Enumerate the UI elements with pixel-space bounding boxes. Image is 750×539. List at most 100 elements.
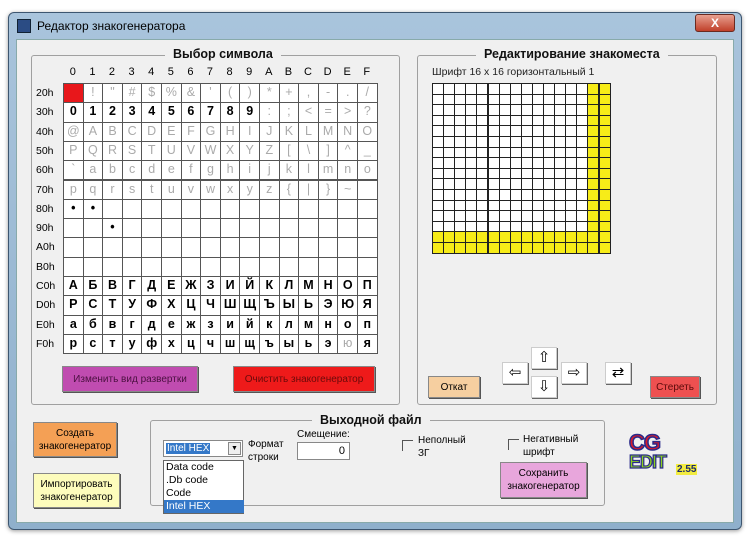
symbol-cell[interactable]: F — [180, 121, 202, 142]
symbol-cell[interactable]: 7 — [200, 102, 221, 123]
symbol-cell[interactable]: ' — [200, 83, 221, 104]
mirror-button[interactable]: ⇄ — [605, 362, 631, 384]
symbol-cell[interactable]: u — [161, 179, 182, 200]
shift-right-button[interactable]: ⇨ — [561, 362, 587, 384]
shift-left-button[interactable]: ⇦ — [502, 362, 528, 384]
symbol-cell[interactable] — [82, 237, 104, 258]
symbol-cell[interactable] — [219, 198, 241, 220]
symbol-cell[interactable] — [121, 256, 143, 277]
symbol-cell[interactable]: } — [317, 179, 339, 200]
symbol-cell[interactable] — [317, 218, 339, 239]
symbol-cell[interactable] — [298, 256, 319, 277]
symbol-cell[interactable]: ) — [239, 83, 260, 104]
symbol-cell[interactable]: D — [141, 121, 162, 142]
symbol-cell[interactable]: у — [121, 333, 143, 355]
close-button[interactable]: X — [695, 14, 735, 32]
symbol-cell[interactable] — [200, 218, 221, 239]
symbol-cell[interactable]: g — [200, 160, 221, 181]
symbol-cell[interactable] — [278, 198, 300, 220]
symbol-cell[interactable] — [337, 198, 358, 220]
symbol-cell[interactable]: ` — [63, 160, 84, 181]
symbol-cell[interactable] — [317, 237, 339, 258]
symbol-cell[interactable] — [259, 218, 280, 239]
symbol-cell[interactable]: 1 — [82, 102, 104, 123]
symbol-cell[interactable]: a — [82, 160, 104, 181]
symbol-cell[interactable] — [317, 256, 339, 277]
chevron-down-icon[interactable]: ▼ — [228, 442, 241, 455]
symbol-cell[interactable]: Я — [357, 295, 378, 316]
symbol-cell[interactable]: б — [82, 314, 104, 335]
symbol-cell[interactable]: э — [317, 333, 339, 355]
symbol-cell[interactable] — [357, 218, 378, 239]
symbol-cell[interactable]: В — [102, 276, 123, 297]
symbol-cell[interactable]: ф — [141, 333, 162, 355]
symbol-cell[interactable]: - — [317, 83, 339, 104]
symbol-cell[interactable]: ? — [357, 102, 378, 123]
symbol-cell[interactable] — [357, 237, 378, 258]
erase-button[interactable]: Стереть — [650, 376, 700, 398]
symbol-cell[interactable] — [180, 198, 202, 220]
symbol-cell[interactable]: И — [219, 276, 241, 297]
symbol-cell[interactable]: с — [82, 333, 104, 355]
symbol-cell[interactable]: к — [259, 314, 280, 335]
symbol-cell[interactable]: М — [298, 276, 319, 297]
symbol-cell[interactable]: j — [259, 160, 280, 181]
symbol-cell[interactable]: J — [259, 121, 280, 142]
symbol-cell[interactable]: o — [357, 160, 378, 181]
symbol-cell[interactable] — [298, 237, 319, 258]
symbol-cell[interactable]: Ы — [278, 295, 300, 316]
symbol-cell[interactable]: й — [239, 314, 260, 335]
symbol-cell[interactable]: _ — [357, 140, 378, 162]
symbol-cell[interactable] — [141, 237, 162, 258]
symbol-cell[interactable] — [200, 256, 221, 277]
symbol-cell[interactable] — [200, 198, 221, 220]
symbol-cell[interactable]: R — [102, 140, 123, 162]
symbol-cell[interactable] — [161, 218, 182, 239]
symbol-cell[interactable]: о — [337, 314, 358, 335]
symbol-cell[interactable]: т — [102, 333, 123, 355]
symbol-cell[interactable]: в — [102, 314, 123, 335]
symbol-cell[interactable]: | — [298, 179, 319, 200]
symbol-cell[interactable]: Ш — [219, 295, 241, 316]
symbol-cell[interactable]: " — [102, 83, 123, 104]
symbol-cell[interactable] — [219, 256, 241, 277]
symbol-cell[interactable] — [298, 198, 319, 220]
symbol-cell[interactable]: д — [141, 314, 162, 335]
symbol-cell[interactable]: M — [317, 121, 339, 142]
symbol-cell[interactable]: ш — [219, 333, 241, 355]
symbol-cell[interactable] — [259, 237, 280, 258]
symbol-cell[interactable]: Л — [278, 276, 300, 297]
symbol-cell[interactable]: щ — [239, 333, 260, 355]
symbol-cell[interactable] — [82, 256, 104, 277]
shift-down-button[interactable]: ⇩ — [531, 376, 557, 398]
symbol-cell[interactable]: b — [102, 160, 123, 181]
symbol-cell[interactable] — [82, 218, 104, 239]
symbol-cell[interactable]: 4 — [141, 102, 162, 123]
symbol-cell[interactable] — [63, 237, 84, 258]
symbol-cell[interactable]: р — [63, 333, 84, 355]
symbol-cell[interactable] — [161, 237, 182, 258]
symbol-cell[interactable] — [357, 256, 378, 277]
symbol-cell[interactable] — [337, 218, 358, 239]
symbol-cell[interactable]: v — [180, 179, 202, 200]
symbol-cell[interactable]: Й — [239, 276, 260, 297]
symbol-cell[interactable]: 3 — [121, 102, 143, 123]
symbol-cell[interactable]: 0 — [63, 102, 84, 123]
symbol-cell[interactable]: A — [82, 121, 104, 142]
incomplete-checkbox[interactable] — [402, 440, 413, 451]
symbol-cell[interactable] — [278, 237, 300, 258]
symbol-cell[interactable]: е — [161, 314, 182, 335]
symbol-cell[interactable]: ] — [317, 140, 339, 162]
symbol-cell[interactable]: ; — [278, 102, 300, 123]
symbol-cell[interactable]: d — [141, 160, 162, 181]
symbol-cell[interactable] — [200, 237, 221, 258]
symbol-cell[interactable]: ч — [200, 333, 221, 355]
symbol-cell[interactable]: 2 — [102, 102, 123, 123]
symbol-cell[interactable]: • — [82, 198, 104, 220]
symbol-cell[interactable]: • — [63, 198, 84, 220]
symbol-cell[interactable]: f — [180, 160, 202, 181]
symbol-cell[interactable]: Q — [82, 140, 104, 162]
symbol-cell[interactable]: # — [121, 83, 143, 104]
symbol-cell[interactable]: ^ — [337, 140, 358, 162]
symbol-cell[interactable]: ц — [180, 333, 202, 355]
